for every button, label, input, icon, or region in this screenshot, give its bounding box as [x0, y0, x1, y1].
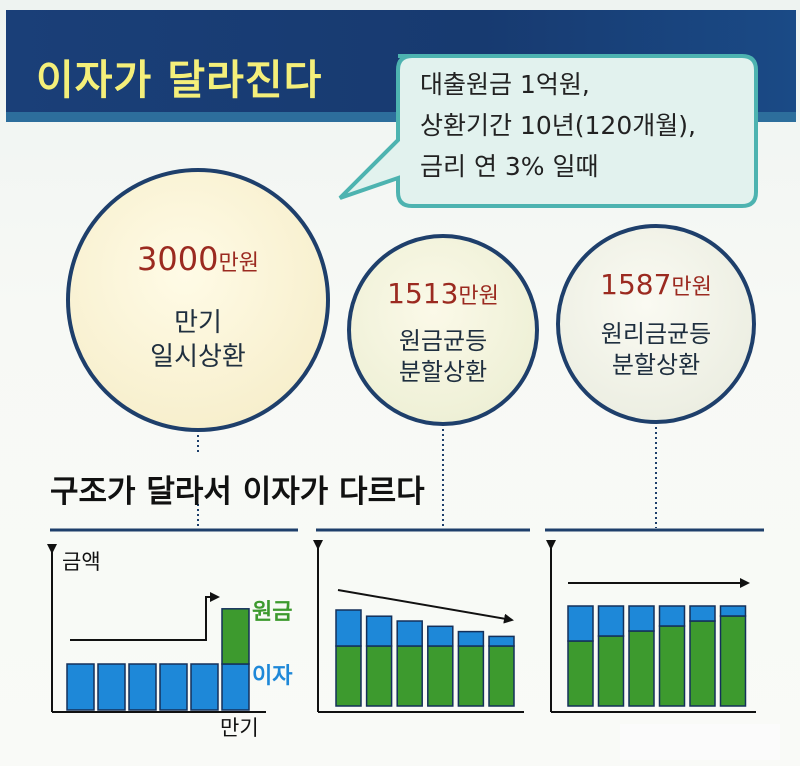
chart2-bar-4-interest	[427, 625, 454, 647]
chart1-bar-5-interest	[190, 663, 219, 711]
bars	[66, 605, 747, 711]
chart2-bar-3-principal	[396, 645, 423, 707]
speech-bubble	[338, 54, 758, 208]
chart3-bar-1-principal	[567, 640, 594, 707]
chart1-bar-6-principal	[221, 608, 250, 665]
equal-payment-method-2: 분할상환	[611, 351, 701, 379]
chart2-bar-1-principal	[335, 645, 362, 707]
chart2-bar-2-principal	[365, 645, 393, 707]
chart3-bar-6-interest	[719, 605, 747, 617]
equal-principal-method-1: 원금균등	[398, 327, 488, 355]
chart1-bar-6-interest	[221, 663, 250, 711]
balloon-amount: 3000	[137, 240, 219, 278]
chart3-bar-3-interest	[628, 605, 655, 632]
chart3-bar-2-principal	[597, 635, 625, 707]
blank-patch	[620, 724, 780, 760]
structure-title: 구조가 달라서 이자가 다르다	[50, 474, 425, 510]
chart1-bar-3-interest	[128, 663, 157, 711]
balloon-method-1: 만기	[174, 308, 222, 338]
chart2-trend-arrow	[337, 589, 514, 624]
chart2-bar-6-principal	[488, 645, 515, 707]
chart3-bar-4-interest	[658, 605, 686, 627]
condition-rate: 금리 연 3% 일때	[420, 152, 599, 181]
chart2-bar-5-interest	[457, 630, 485, 647]
chart1-bar-1-interest	[66, 663, 95, 711]
legend-interest: 이자	[252, 664, 293, 689]
condition-principal: 대출원금 1억원,	[420, 70, 590, 99]
y-axis-label: 금액	[62, 550, 101, 574]
legend-principal: 원금	[252, 600, 293, 625]
chart2-bar-2-interest	[365, 615, 393, 647]
page-title: 이자가 달라진다	[36, 56, 323, 104]
equal-payment-amount: 1587	[600, 268, 672, 301]
equal-payment-method-1: 원리금균등	[600, 320, 712, 348]
loan-conditions: 대출원금 1억원, 상환기간 10년(120개월), 금리 연 3% 일때	[420, 64, 696, 187]
chart3-bar-4-principal	[658, 625, 686, 707]
chart2-bar-3-interest	[396, 620, 423, 647]
chart1-bar-2-interest	[97, 663, 126, 711]
chart1-trend-arrow	[70, 592, 220, 641]
chart2-bar-1-interest	[335, 609, 362, 647]
chart3-bar-5-interest	[689, 605, 716, 622]
chart3-bar-3-principal	[628, 630, 655, 707]
chart3-bar-5-principal	[689, 620, 716, 707]
chart1-bar-4-interest	[159, 663, 188, 711]
equal-payment-unit: 만원	[671, 275, 712, 300]
chart3-bar-2-interest	[597, 605, 625, 637]
balloon-label: 3000만원 만기 일시상환	[68, 240, 328, 374]
equal-principal-method-2: 분할상환	[398, 358, 488, 386]
chart3-bar-1-interest	[567, 605, 594, 642]
equal-principal-unit: 만원	[458, 284, 499, 309]
equal-principal-amount: 1513	[387, 277, 459, 310]
condition-period: 상환기간 10년(120개월),	[420, 111, 696, 140]
x-axis-label: 만기	[220, 716, 259, 740]
chart2-bar-4-principal	[427, 645, 454, 707]
balloon-method-2: 일시상환	[150, 342, 246, 372]
chart3-bar-6-principal	[719, 615, 747, 707]
balloon-unit: 만원	[218, 251, 259, 276]
chart2-bar-5-principal	[457, 645, 485, 707]
equal-payment-label: 1587만원 원리금균등 분할상환	[558, 268, 754, 381]
chart2-bar-6-interest	[488, 635, 515, 647]
equal-principal-label: 1513만원 원금균등 분할상환	[349, 277, 537, 388]
